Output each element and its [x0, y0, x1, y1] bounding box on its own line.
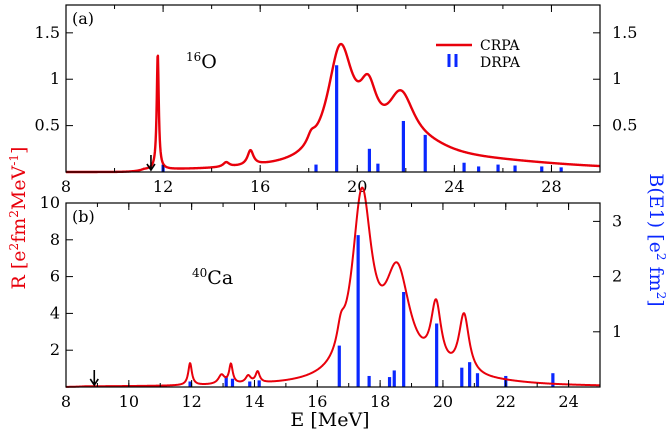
x-tick-label: 18 [370, 392, 390, 411]
x-tick-label: 16 [250, 177, 270, 196]
y-left-sup2: 2 [7, 210, 21, 218]
x-axis-label: E [MeV] [290, 409, 369, 431]
y-left-tick-label: 8 [50, 230, 60, 249]
legend-box [428, 32, 533, 74]
y-left-tick-label: 1 [50, 69, 60, 88]
panel-a-crpa-curve [65, 42, 601, 174]
y-left-tick-label: 4 [50, 303, 60, 322]
panel-b-nucleus: 40Ca [192, 266, 233, 289]
y-right-tick-label: 1 [612, 69, 622, 88]
x-tick-label: 16 [307, 392, 327, 411]
y-right-prefix: B(E1) [e [645, 173, 667, 252]
panel-a-nucleus: 16O [186, 50, 217, 73]
panel-a-nucleus-symbol: O [201, 51, 217, 73]
x-tick-label: 20 [433, 392, 453, 411]
y-right-tick-label: 1 [612, 322, 622, 341]
panel-a-ticks: 8 12 16 20 24 28 0.5 1 1.5 0.5 1 1.5 [35, 5, 637, 196]
x-tick-label: 28 [541, 177, 561, 196]
panel-b-threshold-arrow [89, 370, 99, 387]
y-right-tick-label: 2 [612, 267, 622, 286]
y-left-tick-label: 2 [50, 340, 60, 359]
panel-a-drpa-sticks [161, 65, 563, 172]
panel-a-threshold-arrow [146, 155, 156, 172]
legend: CRPA DRPA [428, 32, 533, 74]
y-left-tick-label: 0.5 [35, 116, 60, 135]
panel-b-nucleus-mass: 40 [192, 266, 207, 280]
x-tick-label: 8 [61, 392, 71, 411]
panel-b-nucleus-symbol: Ca [207, 267, 233, 289]
panel-a-frame [65, 4, 601, 173]
panel-b-label: (b) [72, 207, 95, 226]
panel-a-label: (a) [72, 9, 94, 28]
x-tick-label: 10 [119, 392, 139, 411]
x-tick-label: 24 [444, 177, 464, 196]
y-right-tick-label: 3 [612, 211, 622, 230]
y-left-tick-label: 10 [40, 193, 60, 212]
y-right-suffix: ] [645, 299, 667, 306]
legend-crpa-label: CRPA [480, 38, 520, 54]
legend-drpa-label: DRPA [480, 55, 521, 71]
x-tick-label: 24 [558, 392, 578, 411]
y-left-mid2: MeV [8, 165, 30, 210]
y-left-mid: fm [8, 218, 30, 243]
y-right-sup1: 2 [654, 253, 668, 261]
y-axis-label-right: B(E1) [e2 fm2] [645, 173, 668, 306]
panel-a: 8 12 16 20 24 280.511.50.511.5 (a) 16O CRPA D… [35, 4, 637, 196]
y-right-tick-label: 0.5 [612, 116, 637, 135]
y-left-suffix: ] [8, 147, 30, 154]
x-tick-label: 22 [496, 392, 516, 411]
panel-b-crpa-curve [65, 186, 601, 388]
x-tick-label: 12 [153, 177, 173, 196]
y-right-sup2: 2 [654, 292, 668, 300]
y-left-tick-label: 6 [50, 267, 60, 286]
y-right-mid: fm [645, 260, 667, 291]
x-tick-label: 12 [181, 392, 201, 411]
y-left-prefix: R [e [8, 250, 30, 289]
x-tick-label: 8 [61, 177, 71, 196]
y-left-sup1: 2 [7, 243, 21, 251]
y-left-tick-label: 1.5 [35, 23, 60, 42]
y-right-tick-label: 1.5 [612, 23, 637, 42]
panel-a-nucleus-mass: 16 [186, 50, 201, 64]
panel-b-frame [65, 202, 601, 388]
x-tick-label: 20 [347, 177, 367, 196]
x-tick-label: 14 [244, 392, 264, 411]
panel-b-drpa-sticks [188, 235, 555, 387]
y-left-sup3: -1 [7, 154, 21, 166]
y-axis-label-left: R [e2fm2MeV-1] [7, 147, 30, 290]
